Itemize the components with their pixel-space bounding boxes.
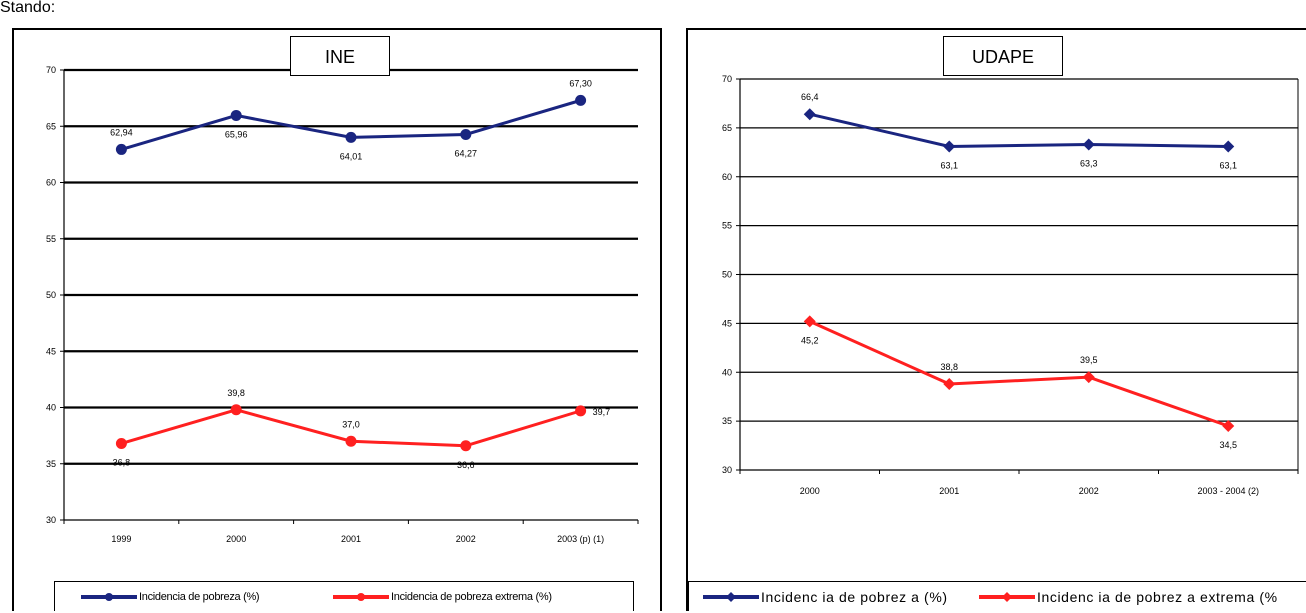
ine-point	[115, 143, 127, 155]
ine-data-label: 36,8	[113, 458, 131, 468]
udape-ytick-label: 40	[722, 367, 732, 377]
udape-data-label: 63,1	[940, 160, 958, 170]
udape-point	[943, 377, 956, 390]
udape-series-line-extrema	[809, 320, 1229, 428]
ine-point	[460, 440, 472, 452]
udape-data-label: 63,3	[1080, 158, 1098, 168]
ine-ytick-label: 50	[46, 290, 56, 300]
ine-point	[460, 128, 472, 140]
udape-ytick-label: 65	[722, 123, 732, 133]
ine-ytick-label: 65	[46, 121, 56, 131]
ine-ytick-label: 45	[46, 346, 56, 356]
udape-data-label: 39,5	[1080, 355, 1098, 365]
ine-xtick-label: 2000	[226, 534, 246, 544]
udape-xtick-label: 2003 - 2004 (2)	[1197, 486, 1259, 496]
ine-legend-label-pobreza: Incidencia de pobreza (%)	[139, 591, 260, 603]
ine-point	[230, 404, 242, 416]
udape-ytick-label: 55	[722, 221, 732, 231]
ine-legend-item-extrema: Incidencia de pobreza extrema (%)	[331, 582, 552, 611]
udape-ytick-label: 60	[722, 172, 732, 182]
ine-xtick-label: 2002	[456, 534, 476, 544]
ine-data-label: 39,7	[593, 407, 611, 417]
ine-data-label: 62,94	[110, 127, 133, 137]
ine-xtick-label: 2003 (p) (1)	[557, 534, 604, 544]
udape-ytick-label: 70	[722, 74, 732, 84]
ine-point	[115, 438, 127, 449]
ine-xtick-label: 2001	[341, 534, 361, 544]
ine-legend-label-extrema: Incidencia de pobreza extrema (%)	[391, 591, 552, 603]
ine-data-label: 64,01	[340, 151, 363, 161]
ine-data-label: 64,27	[455, 148, 478, 158]
ine-data-label: 36,6	[457, 460, 475, 470]
udape-legend: Incidenc ia de pobrez a (%) Incidenc ia …	[688, 581, 1306, 611]
udape-ytick-label: 50	[722, 270, 732, 280]
ine-chart-title: INE	[290, 36, 390, 76]
ine-legend: Incidencia de pobreza (%) Incidencia de …	[54, 581, 634, 611]
ine-data-label: 37,0	[342, 419, 360, 429]
ine-point	[575, 405, 587, 417]
udape-xtick-label: 2001	[939, 486, 959, 496]
udape-point	[803, 108, 816, 121]
udape-data-label: 45,2	[801, 335, 819, 345]
udape-legend-label-pobreza: Incidenc ia de pobrez a (%)	[761, 589, 948, 605]
udape-point	[943, 140, 956, 153]
udape-ytick-label: 45	[722, 318, 732, 328]
udape-series-line-pobreza	[809, 112, 1229, 148]
udape-data-label: 38,8	[940, 362, 958, 372]
udape-panel: 30 35 40 45 50 55 60 65 70 2000 2001 2002 2003 - 200…	[686, 28, 1306, 611]
udape-data-label: 63,1	[1219, 160, 1237, 170]
ine-ytick-label: 70	[46, 65, 56, 75]
top-caption: Stando:	[0, 0, 56, 16]
ine-point	[345, 131, 357, 143]
udape-point	[1082, 138, 1095, 151]
ine-ytick-label: 40	[46, 403, 56, 413]
ine-ytick-label: 60	[46, 178, 56, 188]
udape-chart: 30 35 40 45 50 55 60 65 70 2000 2001 2002 2003 - 200…	[722, 74, 1299, 496]
udape-data-label: 66,4	[801, 92, 819, 102]
udape-legend-swatch-extrema	[979, 592, 1035, 602]
udape-legend-item-pobreza: Incidenc ia de pobrez a (%)	[701, 582, 948, 611]
ine-data-label: 67,30	[569, 78, 592, 88]
udape-xtick-label: 2002	[1079, 486, 1099, 496]
udape-legend-swatch-pobreza	[703, 592, 759, 602]
ine-chart: 30 35 40 45 50 55 60 65 70 1999 2000 2001 2002 2003 (…	[46, 65, 639, 544]
ine-legend-item-pobreza: Incidencia de pobreza (%)	[79, 582, 260, 611]
udape-data-label: 34,5	[1219, 440, 1237, 450]
ine-point	[345, 435, 357, 447]
udape-legend-label-extrema: Incidenc ia de pobrez a extrema (%	[1037, 589, 1278, 605]
udape-chart-title: UDAPE	[943, 36, 1063, 76]
udape-xtick-label: 2000	[800, 486, 820, 496]
ine-legend-swatch-pobreza	[81, 593, 137, 601]
udape-point	[1082, 371, 1095, 384]
udape-point	[1222, 420, 1235, 433]
ine-point	[230, 109, 242, 121]
ine-data-label: 65,96	[225, 129, 248, 139]
udape-ytick-label: 35	[722, 416, 732, 426]
udape-ytick-label: 30	[722, 465, 732, 475]
udape-point	[1222, 140, 1235, 153]
ine-point	[575, 94, 587, 106]
udape-legend-item-extrema: Incidenc ia de pobrez a extrema (%	[977, 582, 1278, 611]
ine-xtick-label: 1999	[111, 534, 131, 544]
ine-ytick-label: 35	[46, 459, 56, 469]
ine-ytick-label: 55	[46, 234, 56, 244]
udape-point	[803, 315, 816, 328]
ine-legend-swatch-extrema	[333, 593, 389, 601]
ine-panel: 30 35 40 45 50 55 60 65 70 1999 2000 2001 2002 2003 (…	[12, 28, 662, 611]
ine-ytick-label: 30	[46, 515, 56, 525]
ine-data-label: 39,8	[227, 388, 245, 398]
